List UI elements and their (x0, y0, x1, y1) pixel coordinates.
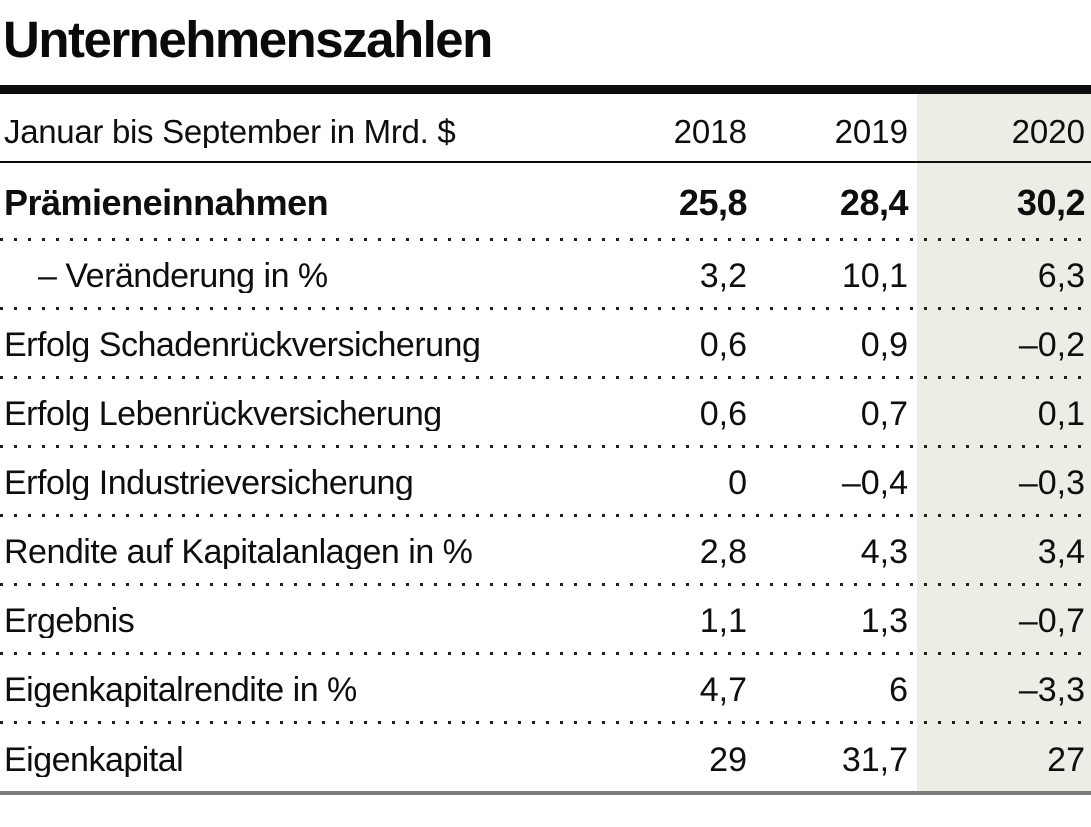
cell-2018: 25,8 (678, 181, 748, 223)
row-label: Rendite auf Kapitalanlagen in % (4, 535, 473, 569)
table-row: Eigenkapitalrendite in % 4,7 6 –3,3 (0, 655, 1091, 721)
table-header-row: Januar bis September in Mrd. $ 2018 2019… (0, 94, 1091, 163)
cell-2019: 6 (889, 671, 908, 709)
table-body: Prämieneinnahmen 25,8 28,4 30,2 – Veränderun… (0, 163, 1091, 791)
table-row: Ergebnis 1,1 1,3 –0,7 (0, 586, 1091, 652)
cell-2018: 0 (728, 464, 747, 502)
cell-2020: 3,4 (1037, 533, 1085, 571)
figures-table: Januar bis September in Mrd. $ 2018 2019… (0, 94, 1091, 795)
table-row: Erfolg Lebenrückversicherung 0,6 0,7 0,1 (0, 379, 1091, 445)
year-header-2019: 2019 (834, 113, 908, 150)
table-row: Erfolg Industrieversicherung 0 –0,4 –0,3 (0, 448, 1091, 514)
title-rule (0, 85, 1091, 94)
dotted-row-separator (0, 238, 1091, 241)
cell-2020: 27 (1047, 740, 1085, 779)
cell-2019: 31,7 (841, 740, 908, 779)
row-label: – Veränderung in % (38, 259, 328, 293)
cell-2020: –0,3 (1018, 464, 1085, 502)
cell-2018: 3,2 (699, 257, 747, 295)
cell-2019: 1,3 (860, 602, 908, 640)
cell-2018: 0,6 (699, 326, 747, 364)
table-bottom-rule (0, 791, 1091, 795)
cell-2019: –0,4 (841, 464, 908, 502)
cell-2019: 28,4 (839, 181, 909, 223)
row-label: Ergebnis (4, 604, 135, 638)
row-label: Erfolg Lebenrückversicherung (4, 397, 442, 431)
highlight-column-2020 (917, 94, 1091, 791)
cell-2018: 0,6 (699, 395, 747, 433)
dotted-row-separator (0, 307, 1091, 310)
table-row: Erfolg Schadenrückversicherung 0,6 0,9 –0,2 (0, 310, 1091, 376)
table-row: Eigenkapital 29 31,7 27 (0, 724, 1091, 791)
dotted-row-separator (0, 376, 1091, 379)
cell-2019: 10,1 (841, 257, 908, 295)
cell-2020: 0,1 (1037, 395, 1085, 433)
year-header-2020: 2020 (1011, 113, 1085, 150)
cell-2019: 0,7 (860, 395, 908, 433)
cell-2020: 6,3 (1037, 257, 1085, 295)
cell-2018: 2,8 (699, 533, 747, 571)
cell-2020: 30,2 (1016, 181, 1086, 223)
cell-2018: 4,7 (699, 671, 747, 709)
unit-label: Januar bis September in Mrd. $ (4, 115, 456, 148)
cell-2018: 1,1 (699, 602, 747, 640)
cell-2019: 4,3 (860, 533, 908, 571)
cell-2020: –3,3 (1018, 671, 1085, 709)
cell-2018: 29 (709, 740, 747, 779)
dotted-row-separator (0, 721, 1091, 724)
table-row: – Veränderung in % 3,2 10,1 6,3 (0, 241, 1091, 307)
dotted-row-separator (0, 514, 1091, 517)
dotted-row-separator (0, 445, 1091, 448)
cell-2019: 0,9 (860, 326, 908, 364)
row-label: Erfolg Schadenrückversicherung (4, 328, 481, 362)
year-header-2018: 2018 (673, 113, 747, 150)
table-row: Prämieneinnahmen 25,8 28,4 30,2 (0, 163, 1091, 238)
dotted-row-separator (0, 652, 1091, 655)
table-row: Rendite auf Kapitalanlagen in % 2,8 4,3 3,4 (0, 517, 1091, 583)
page-title: Unternehmenszahlen (3, 11, 493, 68)
cell-2020: –0,7 (1018, 602, 1085, 640)
row-label: Eigenkapitalrendite in % (4, 673, 357, 707)
dotted-row-separator (0, 583, 1091, 586)
row-label: Erfolg Industrieversicherung (4, 466, 414, 500)
row-label: Eigenkapital (4, 742, 184, 777)
cell-2020: –0,2 (1018, 326, 1085, 364)
row-label: Prämieneinnahmen (4, 184, 329, 221)
